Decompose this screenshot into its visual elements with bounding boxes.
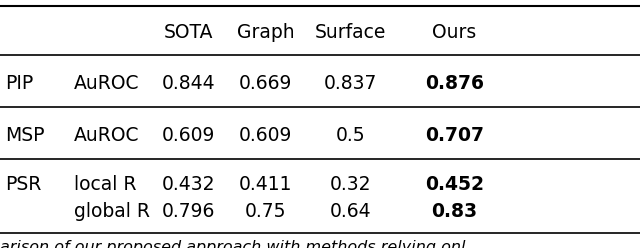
Text: Graph: Graph xyxy=(237,23,294,42)
Text: 0.64: 0.64 xyxy=(330,202,372,221)
Text: 0.32: 0.32 xyxy=(330,175,371,193)
Text: 0.837: 0.837 xyxy=(324,74,378,93)
Text: global R: global R xyxy=(74,202,150,221)
Text: MSP: MSP xyxy=(5,126,45,145)
Text: local R: local R xyxy=(74,175,136,193)
Text: 0.452: 0.452 xyxy=(425,175,484,193)
Text: Surface: Surface xyxy=(315,23,387,42)
Text: 0.609: 0.609 xyxy=(162,126,216,145)
Text: 0.75: 0.75 xyxy=(245,202,286,221)
Text: 0.411: 0.411 xyxy=(239,175,292,193)
Text: 0.796: 0.796 xyxy=(162,202,216,221)
Text: 0.844: 0.844 xyxy=(162,74,216,93)
Text: AuROC: AuROC xyxy=(74,74,139,93)
Text: 0.432: 0.432 xyxy=(162,175,216,193)
Text: PIP: PIP xyxy=(5,74,33,93)
Text: SOTA: SOTA xyxy=(164,23,214,42)
Text: 0.83: 0.83 xyxy=(431,202,477,221)
Text: 0.707: 0.707 xyxy=(425,126,484,145)
Text: 0.669: 0.669 xyxy=(239,74,292,93)
Text: 0.5: 0.5 xyxy=(336,126,365,145)
Text: Ours: Ours xyxy=(432,23,477,42)
Text: 0.609: 0.609 xyxy=(239,126,292,145)
Text: 0.876: 0.876 xyxy=(425,74,484,93)
Text: AuROC: AuROC xyxy=(74,126,139,145)
Text: PSR: PSR xyxy=(5,175,42,193)
Text: arison of our proposed approach with methods relying onl: arison of our proposed approach with met… xyxy=(0,240,465,248)
